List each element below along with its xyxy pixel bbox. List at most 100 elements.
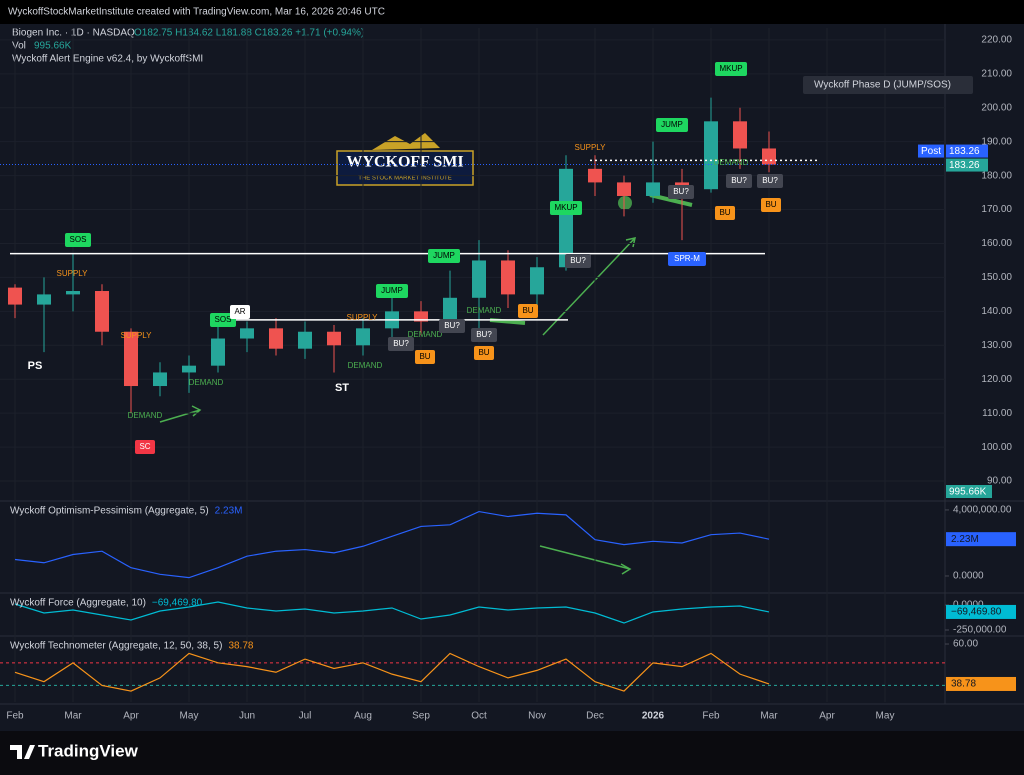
candle-body (211, 338, 225, 366)
candle-body (269, 328, 283, 349)
last-value-box (946, 532, 1016, 547)
y-tick-label: 60.00 (953, 639, 978, 650)
post-box (918, 144, 944, 158)
annotation-label: SOS (215, 315, 232, 324)
annotation-label: DEMAND (128, 411, 163, 420)
candle-body (37, 294, 51, 305)
annotation-badge (668, 185, 694, 199)
x-tick-label: 2026 (642, 711, 665, 722)
arrow (649, 193, 693, 207)
annotation-label: SPR-M (674, 254, 700, 263)
annotation-badge (439, 319, 465, 333)
candle-body (95, 291, 109, 332)
candle-body (762, 148, 776, 165)
candle-body (182, 365, 196, 373)
volume-box (946, 485, 992, 498)
annotation-label: DEMAND (408, 330, 443, 339)
candle-body (704, 121, 718, 190)
last-value-label: 38.78 (951, 679, 976, 690)
candle-body (356, 328, 370, 346)
y-tick-label: 220.00 (981, 35, 1012, 46)
y-tick-label: 110.00 (982, 408, 1012, 419)
price-box (946, 144, 988, 158)
annotation-label: JUMP (381, 286, 403, 295)
annotation-label: SUPPLY (347, 313, 379, 322)
x-tick-label: Apr (123, 711, 139, 722)
y-tick-label: 150.00 (981, 272, 1012, 283)
candle-body (240, 328, 254, 339)
volume-value: 995.66K (34, 41, 72, 52)
last-value-label: −69,469.80 (951, 607, 1002, 618)
annotation-label: BU? (673, 187, 689, 196)
y-tick-label: -250,000.00 (953, 625, 1007, 636)
last-price: 183.26 (949, 160, 980, 171)
annotation-label: JUMP (433, 251, 455, 260)
x-tick-label: May (180, 711, 199, 722)
logo-title: WYCKOFF SMI (346, 154, 463, 171)
candle-body (66, 291, 80, 295)
annotation-label: ST (335, 382, 349, 394)
annotation-badge (415, 350, 435, 364)
y-tick-label: 4,000,000.00 (953, 505, 1012, 516)
candle-body (501, 260, 515, 295)
x-tick-label: Dec (586, 711, 604, 722)
pane-title: Wyckoff Technometer (Aggregate, 12, 50, … (10, 641, 222, 652)
volume-axis-label: 995.66K (949, 487, 987, 498)
candle-body (646, 182, 660, 196)
annotation-label: DEMAND (348, 361, 383, 370)
y-tick-label: 140.00 (981, 306, 1012, 317)
annotation-label: SUPPLY (575, 143, 607, 152)
candle-body (153, 372, 167, 387)
annotation-badge (230, 305, 250, 319)
annotation-badge (668, 252, 706, 266)
x-tick-label: Mar (64, 711, 82, 722)
y-tick-label: 100.00 (981, 442, 1012, 453)
footer (0, 731, 1024, 775)
phase-box (803, 76, 973, 94)
y-tick-label: 130.00 (981, 340, 1012, 351)
price-box (946, 158, 988, 172)
x-tick-label: Jun (239, 711, 255, 722)
pane-current-value: 2.23M (215, 506, 243, 517)
y-tick-label: 90.00 (987, 476, 1012, 487)
y-tick-label: 180.00 (981, 170, 1012, 181)
annotation-badge (210, 313, 236, 327)
annotation-badge (471, 328, 497, 342)
annotation-badge (65, 233, 91, 247)
annotation-label: BU? (444, 321, 460, 330)
indicator-line (14, 510, 770, 579)
post-price: 183.26 (949, 146, 980, 157)
indicator-line (14, 601, 770, 624)
candle-body (472, 260, 486, 298)
annotation-label: DEMAND (189, 378, 224, 387)
annotation-badge (565, 254, 591, 268)
pane-title: Wyckoff Force (Aggregate, 10) (10, 598, 146, 609)
annotation-badge (428, 249, 460, 263)
annotation-badge (388, 337, 414, 351)
annotation-label: BU? (731, 176, 747, 185)
candle-body (327, 331, 341, 346)
annotation-label: MKUP (719, 64, 742, 73)
last-value-box (946, 604, 1016, 619)
x-tick-label: Feb (702, 711, 720, 722)
brand-icon (10, 745, 35, 759)
arrow (159, 405, 202, 423)
arrow (539, 545, 632, 575)
annotation-label: JUMP (661, 120, 683, 129)
y-tick-label: 210.00 (981, 68, 1012, 79)
logo-mountain (372, 133, 440, 150)
y-tick-label: 160.00 (981, 238, 1012, 249)
x-tick-label: Feb (6, 711, 24, 722)
x-tick-label: May (876, 711, 895, 722)
annotation-label: BU (765, 200, 776, 209)
annotation-label: SUPPLY (121, 331, 153, 340)
annotation-badge (550, 201, 582, 215)
candle-body (588, 168, 602, 183)
annotation-label: AR (234, 307, 245, 316)
annotation-badge (135, 440, 155, 454)
logo-subtitle: THE STOCK MARKET INSTITUTE (358, 176, 451, 182)
annotation-badge (474, 346, 494, 360)
attribution-bar (0, 0, 1024, 24)
pane-title: Wyckoff Optimism-Pessimism (Aggregate, 5… (10, 506, 209, 517)
